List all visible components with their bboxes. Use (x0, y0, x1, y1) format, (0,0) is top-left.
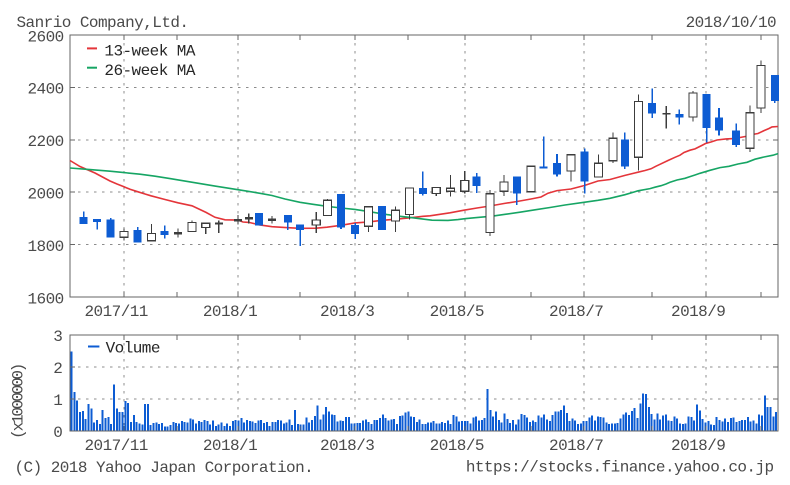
svg-text:1800: 1800 (27, 238, 63, 256)
svg-text:Sanrio Company,Ltd.: Sanrio Company,Ltd. (17, 14, 189, 32)
svg-text:2018/5: 2018/5 (430, 437, 484, 455)
svg-text:2018/5: 2018/5 (430, 303, 484, 321)
svg-text:Volume: Volume (106, 339, 160, 357)
svg-text:2600: 2600 (27, 28, 63, 46)
svg-text:1600: 1600 (27, 290, 63, 308)
svg-text:2018/3: 2018/3 (320, 437, 374, 455)
svg-text:1: 1 (53, 392, 62, 410)
svg-text:2018/9: 2018/9 (671, 437, 725, 455)
svg-text:26-week MA: 26-week MA (104, 62, 195, 80)
svg-text:2: 2 (53, 360, 62, 378)
svg-text:0: 0 (53, 424, 62, 442)
svg-text:13-week MA: 13-week MA (104, 43, 195, 61)
svg-text:2200: 2200 (27, 133, 63, 151)
svg-text:2000: 2000 (27, 186, 63, 204)
svg-text:https://stocks.finance.yahoo.c: https://stocks.finance.yahoo.co.jp (466, 459, 774, 477)
svg-text:2018/1: 2018/1 (203, 437, 257, 455)
svg-text:(C) 2018 Yahoo Japan Corporati: (C) 2018 Yahoo Japan Corporation. (15, 459, 314, 477)
svg-text:2017/11: 2017/11 (85, 437, 148, 455)
svg-text:2017/11: 2017/11 (85, 303, 148, 321)
svg-text:2018/3: 2018/3 (320, 303, 374, 321)
svg-text:(x1000000): (x1000000) (10, 365, 28, 439)
svg-text:3: 3 (53, 328, 62, 346)
svg-text:2018/1: 2018/1 (203, 303, 257, 321)
svg-text:2018/9: 2018/9 (671, 303, 725, 321)
svg-text:2018/7: 2018/7 (549, 437, 603, 455)
svg-text:2400: 2400 (27, 81, 63, 99)
svg-text:2018/7: 2018/7 (549, 303, 603, 321)
svg-text:2018/10/10: 2018/10/10 (686, 14, 777, 32)
